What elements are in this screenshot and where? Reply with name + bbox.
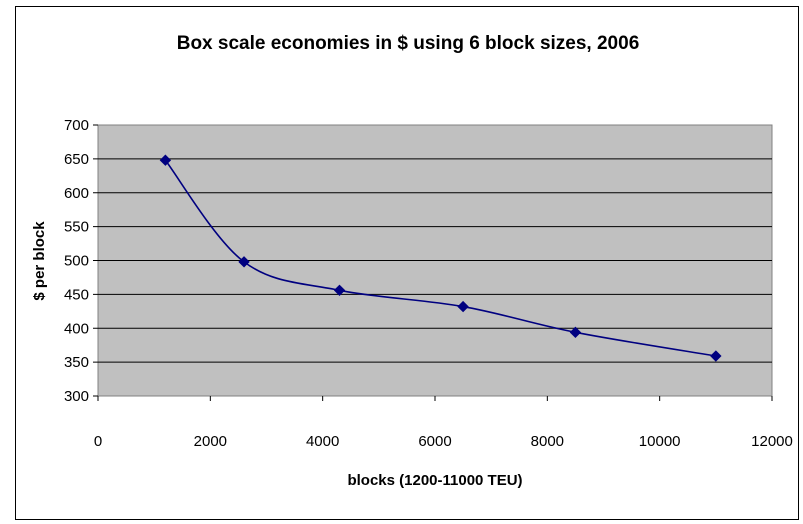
y-tick-label: 700 — [64, 117, 89, 134]
x-tick-label: 0 — [94, 433, 102, 450]
data-point-marker — [710, 350, 722, 362]
x-tick-label: 8000 — [531, 433, 564, 450]
data-point-marker — [159, 154, 172, 166]
y-tick-label: 650 — [64, 151, 89, 168]
data-point-marker — [238, 256, 250, 268]
data-markers — [159, 154, 722, 362]
x-tick-label: 10000 — [639, 433, 681, 450]
y-tick-label: 600 — [64, 185, 89, 202]
gridlines — [98, 158, 772, 363]
y-tick-label: 350 — [64, 354, 89, 371]
chart-title: Box scale economies in $ using 6 block s… — [177, 33, 640, 54]
y-axis-title: $ per block — [31, 221, 48, 301]
data-point-marker — [569, 326, 582, 339]
x-axis-ticks: 0 2000 4000 6000 8000 10000 12000 — [94, 396, 793, 450]
y-tick-label: 500 — [64, 253, 89, 270]
y-tick-label: 300 — [64, 388, 89, 405]
y-tick-label: 400 — [64, 320, 89, 337]
y-axis-ticks: 300 350 400 450 500 550 600 650 700 — [64, 117, 98, 405]
y-tick-label: 450 — [64, 286, 89, 303]
y-tick-label: 550 — [64, 219, 89, 236]
data-point-marker — [333, 284, 346, 297]
data-point-marker — [457, 300, 469, 313]
x-axis-title: blocks (1200-11000 TEU) — [347, 472, 522, 489]
x-tick-label: 12000 — [751, 433, 793, 450]
x-tick-label: 6000 — [418, 433, 451, 450]
series-line — [164, 159, 716, 357]
x-tick-label: 2000 — [194, 433, 227, 450]
x-tick-label: 4000 — [306, 433, 339, 450]
